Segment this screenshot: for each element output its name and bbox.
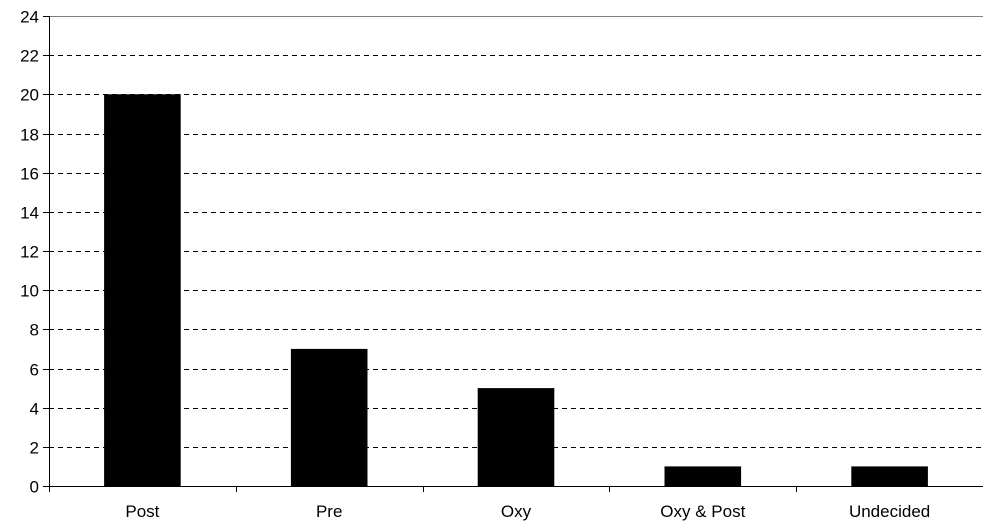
y-tick-label-8: 8 — [30, 321, 39, 340]
y-tick-label-12: 12 — [20, 243, 39, 262]
x-tick-labels: Post Pre Oxy Oxy & Post Undecided — [125, 502, 930, 521]
y-tick-label-20: 20 — [20, 86, 39, 105]
bar-undecided — [851, 466, 928, 486]
y-tick-label-24: 24 — [20, 8, 39, 27]
y-tick-label-14: 14 — [20, 204, 39, 223]
x-tick-label-pre: Pre — [316, 502, 342, 521]
bar-post — [104, 94, 181, 487]
y-tick-label-0: 0 — [30, 478, 39, 497]
y-tick-label-22: 22 — [20, 47, 39, 66]
y-tick-label-4: 4 — [30, 400, 39, 419]
y-tick-label-10: 10 — [20, 282, 39, 301]
y-tick-label-16: 16 — [20, 165, 39, 184]
gridlines — [49, 55, 983, 448]
bar-oxy-post — [664, 466, 742, 486]
bar-oxy — [477, 388, 555, 486]
bar-pre — [290, 348, 368, 486]
y-tick-label-6: 6 — [30, 361, 39, 380]
x-tick-label-undecided: Undecided — [849, 502, 930, 521]
y-tick-label-18: 18 — [20, 126, 39, 145]
axes — [43, 16, 983, 492]
x-tick-label-oxy: Oxy — [501, 502, 532, 521]
x-tick-label-oxy-post: Oxy & Post — [660, 502, 745, 521]
x-tick-label-post: Post — [125, 502, 159, 521]
y-tick-label-2: 2 — [30, 439, 39, 458]
bars — [104, 94, 928, 487]
